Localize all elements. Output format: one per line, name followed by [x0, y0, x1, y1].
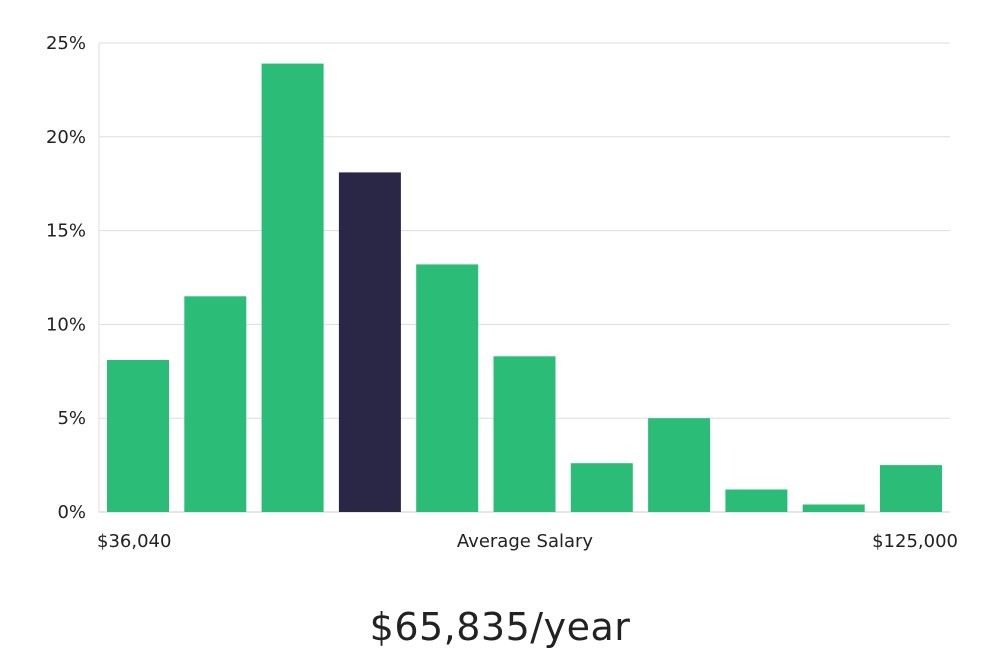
salary-histogram: 0%5%10%15%20%25% $36,040 Average Salary … [46, 33, 958, 552]
x-center-label: Average Salary [457, 531, 594, 552]
y-tick-label: 20% [46, 127, 86, 148]
average-salary-value: $65,835/year [369, 605, 631, 649]
bar [802, 504, 865, 512]
bar [493, 356, 556, 512]
bar-highlighted [338, 172, 401, 512]
bar [107, 360, 169, 512]
y-tick-label: 0% [57, 502, 86, 523]
bar [261, 63, 324, 512]
bar [725, 489, 788, 512]
x-max-label: $125,000 [872, 531, 958, 552]
y-tick-label: 10% [46, 314, 86, 335]
bar [570, 463, 633, 512]
y-tick-label: 25% [46, 33, 86, 54]
y-tick-label: 15% [46, 221, 86, 242]
bar [648, 418, 711, 512]
x-min-label: $36,040 [97, 531, 171, 552]
y-tick-label: 5% [57, 408, 86, 429]
bar [416, 264, 479, 512]
bar [880, 465, 942, 512]
bar [184, 296, 247, 512]
